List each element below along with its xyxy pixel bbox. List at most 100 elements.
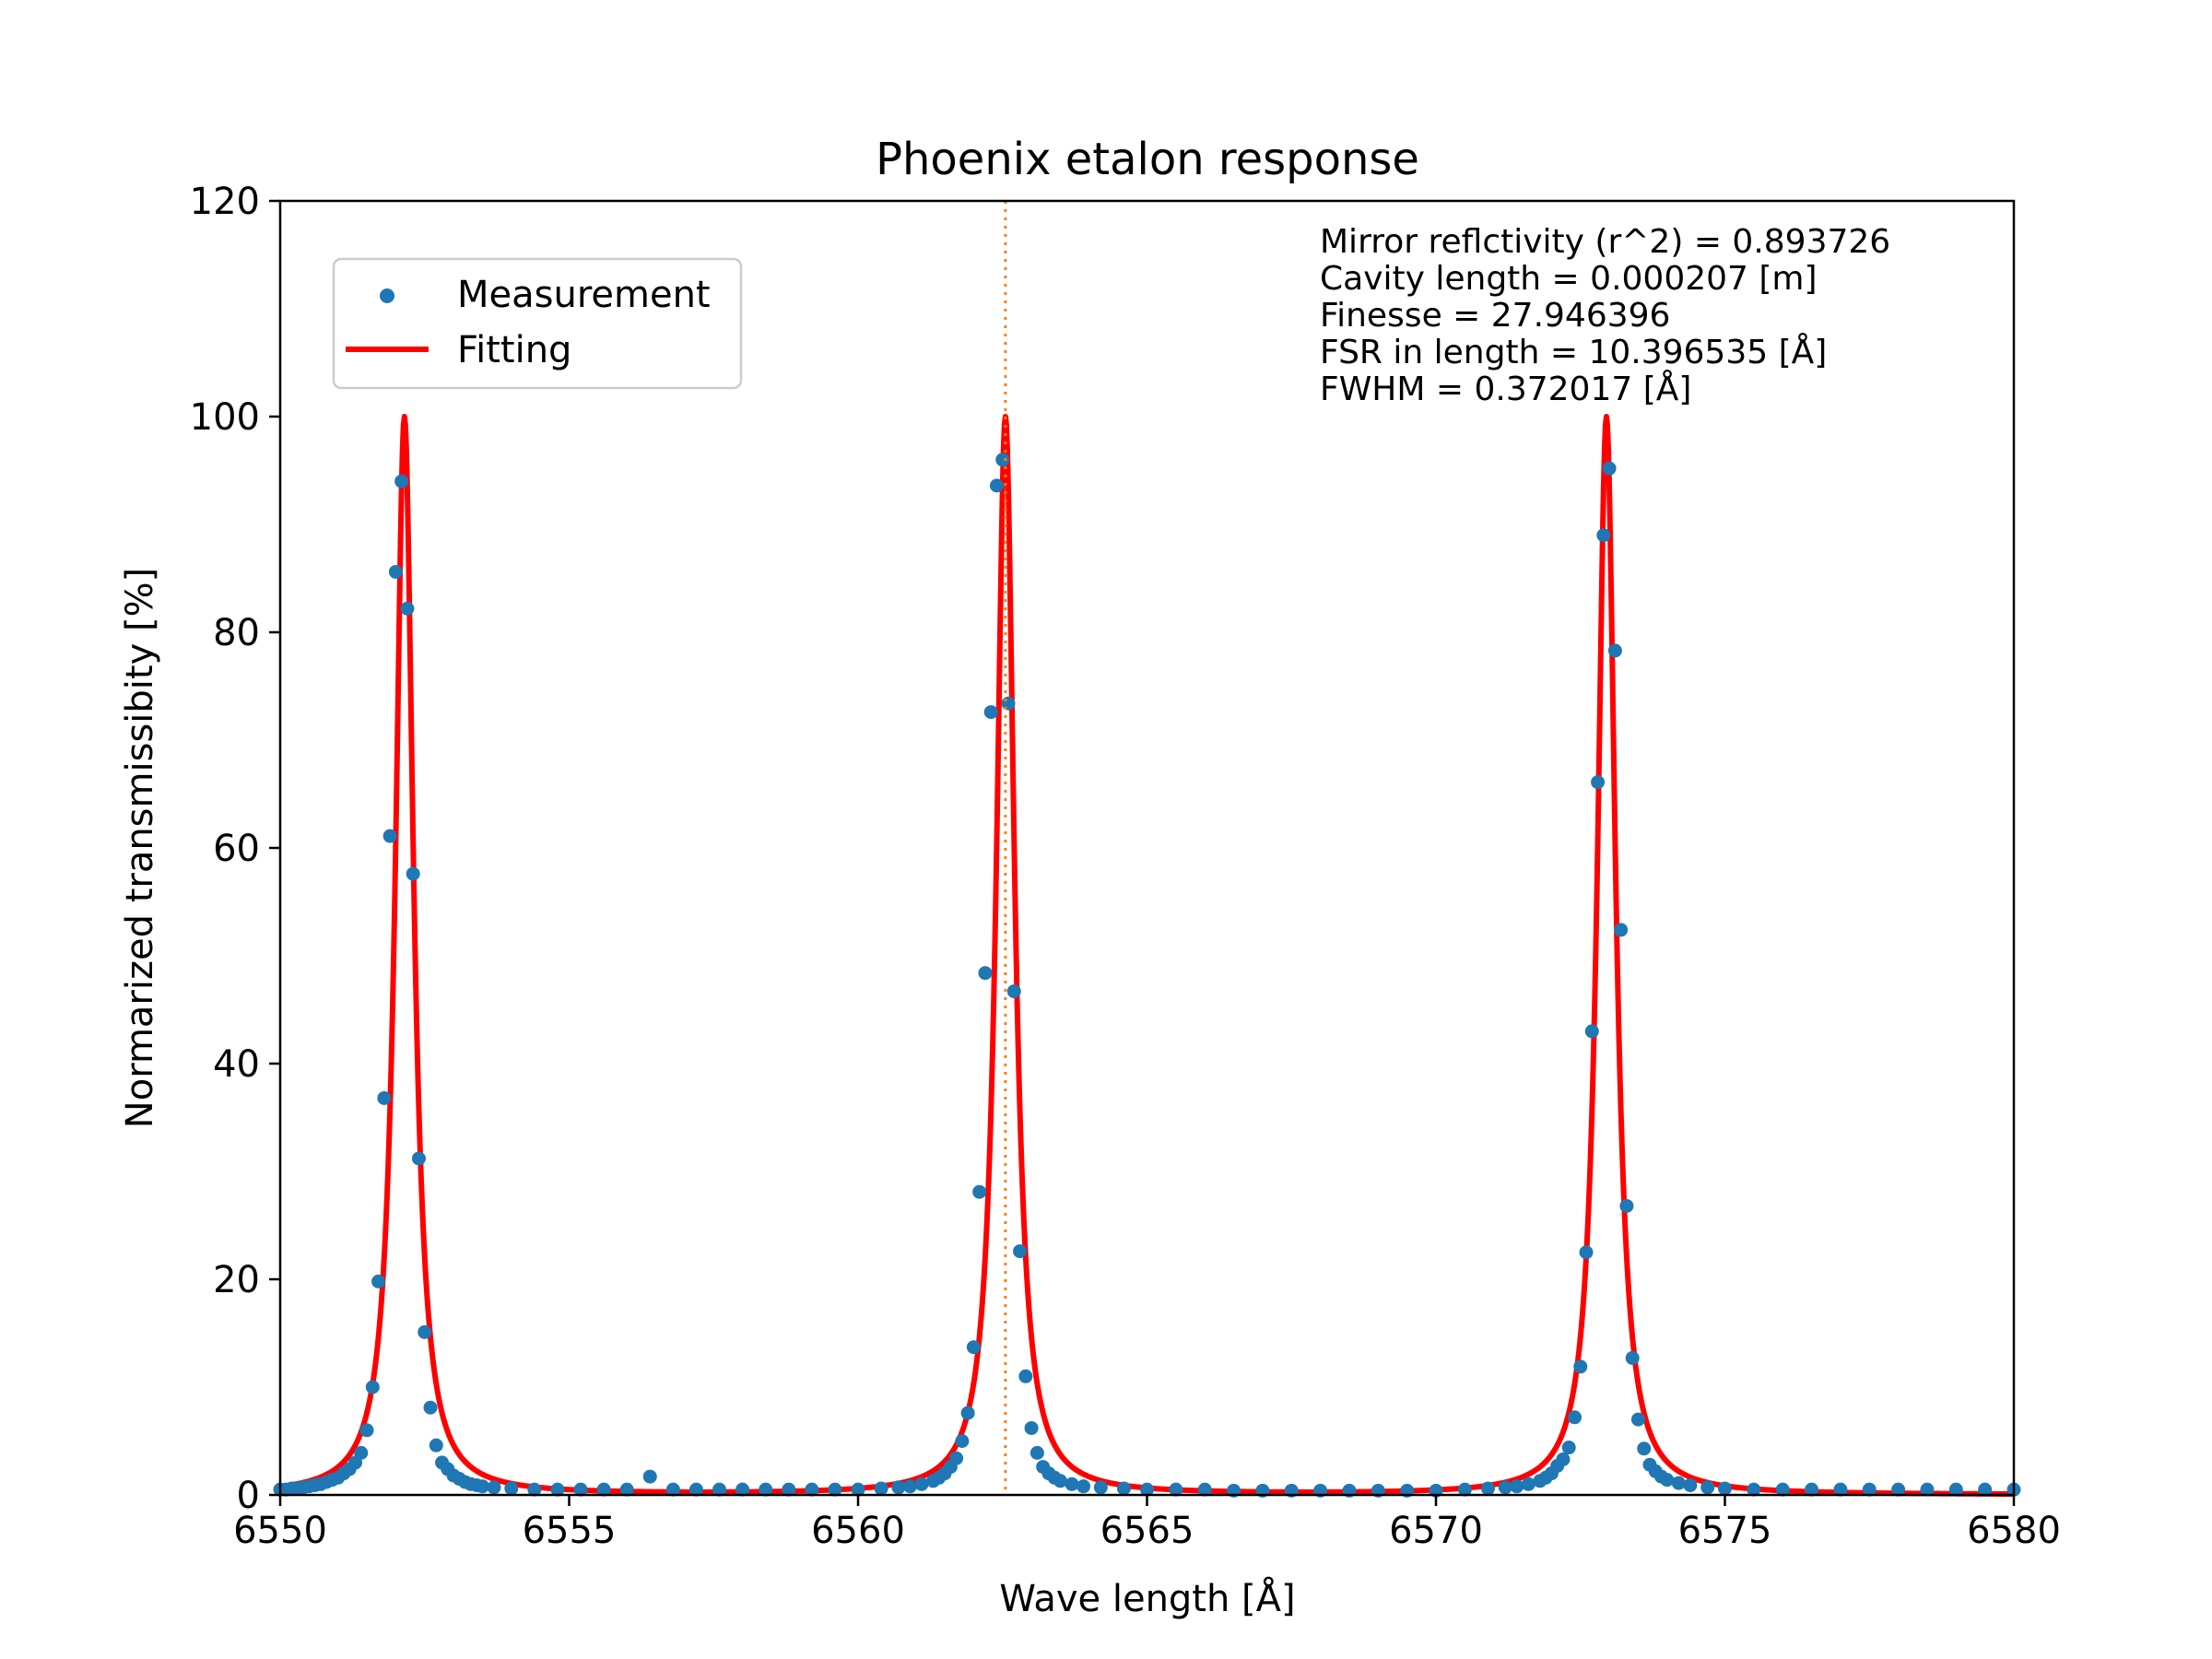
annotation-cavity-length: Cavity length = 0.000207 [m] [1320,260,1818,298]
measurement-point [504,1481,519,1496]
measurement-point [782,1482,796,1497]
x-tick-label: 6565 [1100,1510,1194,1552]
measurement-point [1862,1482,1877,1497]
measurement-point [955,1434,970,1448]
measurement-point [828,1482,842,1497]
measurement-point [1775,1482,1790,1497]
measurement-point [1498,1480,1512,1495]
measurement-point [949,1451,964,1465]
measurement-point [972,1184,987,1199]
measurement-point [1457,1482,1472,1497]
measurement-point [1077,1479,1091,1494]
x-tick-label: 6560 [811,1510,905,1552]
measurement-point [902,1479,917,1494]
x-axis-ticks: 6550 6555 6560 6565 6570 6575 6580 [233,1495,2061,1552]
legend-fitting-label: Fitting [457,329,571,371]
measurement-point [1584,1024,1599,1039]
measurement-point [978,966,993,981]
measurement-point [1579,1245,1594,1260]
annotation-finesse: Finesse = 27.946396 [1320,297,1670,335]
measurement-point [1006,984,1021,999]
measurement-point [914,1477,929,1491]
measurement-point [1602,461,1617,476]
measurement-point [354,1445,369,1460]
measurement-point [1561,1441,1576,1455]
measurement-point [688,1482,703,1497]
measurement-point [983,705,998,720]
y-axis-ticks: 0 20 40 60 80 100 120 [190,181,280,1517]
measurement-point [1065,1477,1079,1491]
measurement-point [1053,1474,1067,1488]
x-tick-label: 6570 [1389,1510,1483,1552]
legend-measurement-marker [380,288,394,303]
measurement-point [1018,1369,1033,1383]
measurement-point [1920,1482,1935,1497]
measurement-point [665,1482,680,1497]
legend-box [332,257,743,390]
y-tick-label: 100 [190,396,260,439]
measurement-point [1660,1473,1675,1488]
measurement-point [851,1482,865,1497]
measurement-point [989,478,1004,493]
measurement-point [1556,1452,1571,1466]
y-tick-label: 60 [213,828,260,870]
measurement-point [1607,643,1622,658]
annotation-mirror-reflectivity: Mirror reflctivity (r^2) = 0.893726 [1320,223,1890,261]
measurement-point [527,1482,542,1497]
measurement-point [1140,1482,1154,1497]
x-tick-label: 6580 [1967,1510,2061,1552]
measurement-point [1637,1441,1652,1456]
measurement-point [1700,1480,1715,1495]
measurement-point [377,1090,392,1105]
plot-area [273,201,2021,1498]
measurement-point [429,1438,443,1453]
measurement-point [1567,1410,1582,1425]
measurement-point [371,1274,386,1288]
measurement-point [1030,1445,1044,1460]
measurement-point [1596,528,1611,543]
annotation-fwhm: FWHM = 0.372017 [Å] [1320,369,1691,408]
measurement-point [1510,1479,1524,1494]
y-tick-label: 120 [190,181,260,223]
measurement-point [874,1481,888,1496]
measurement-point [619,1482,634,1497]
measurement-point [400,601,415,616]
measurement-point [1747,1482,1761,1497]
measurement-point [423,1400,438,1415]
measurement-point [1805,1482,1819,1497]
measurement-point [406,866,420,881]
measurement-point [596,1482,611,1497]
measurement-point [1001,696,1016,711]
annotation-fsr: FSR in length = 10.396535 [Å] [1320,332,1827,371]
measurement-point [712,1482,727,1497]
measurement-point [388,564,403,579]
measurement-point [573,1482,588,1497]
y-tick-label: 40 [213,1043,260,1086]
measurement-point [418,1324,432,1339]
measurement-point [1521,1477,1535,1491]
y-tick-label: 0 [237,1475,260,1517]
measurement-point [1671,1476,1686,1490]
x-axis-label: Wave length [Å] [999,1576,1295,1620]
measurement-point [966,1340,981,1355]
measurement-point [1573,1359,1588,1374]
measurement-point [1116,1481,1131,1496]
measurement-point [550,1482,565,1497]
measurement-point [642,1469,657,1484]
measurement-point [487,1480,501,1495]
measurement-point [382,829,397,843]
x-tick-label: 6555 [523,1510,617,1552]
measurement-point [1718,1481,1732,1496]
measurement-point [365,1380,380,1394]
chart-title: Phoenix etalon response [876,134,1419,185]
measurement-point [1614,923,1629,937]
measurement-point [359,1423,374,1438]
measurement-point [1619,1198,1634,1213]
scatter-layer [273,453,2021,1498]
measurement-point [995,453,1010,467]
measurement-point [1013,1244,1028,1259]
measurement-point [394,474,409,488]
measurement-point [1891,1482,1906,1497]
measurement-point [960,1406,975,1420]
